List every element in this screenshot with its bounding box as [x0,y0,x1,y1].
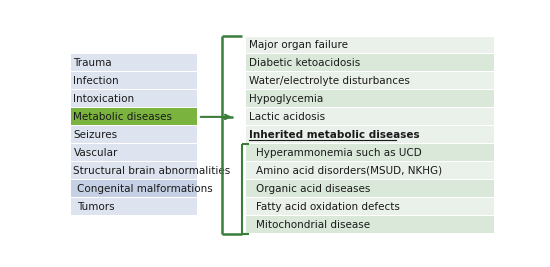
Bar [71,126,197,143]
Bar [246,180,494,197]
Bar [71,108,197,125]
Text: Congenital malformations: Congenital malformations [77,184,213,194]
Text: Inherited metabolic diseases: Inherited metabolic diseases [249,130,420,140]
Bar [71,198,197,215]
Bar [71,90,197,107]
Text: Major organ failure: Major organ failure [249,40,348,50]
Text: Intoxication: Intoxication [74,94,135,104]
Bar [246,126,494,143]
Bar [246,198,494,215]
Text: Lactic acidosis: Lactic acidosis [249,112,325,122]
Text: Seizures: Seizures [74,130,118,140]
Text: Tumors: Tumors [77,202,115,212]
Bar [246,162,494,179]
Bar [71,144,197,161]
Text: Amino acid disorders(MSUD, NKHG): Amino acid disorders(MSUD, NKHG) [256,166,442,176]
Bar [246,108,494,125]
Text: Hypoglycemia: Hypoglycemia [249,94,323,104]
Bar [246,37,494,53]
Text: Diabetic ketoacidosis: Diabetic ketoacidosis [249,58,360,68]
Text: Mitochondrial disease: Mitochondrial disease [256,219,371,230]
Bar [246,90,494,107]
Text: Vascular: Vascular [74,148,118,158]
Text: Organic acid diseases: Organic acid diseases [256,184,371,194]
Text: Water/electrolyte disturbances: Water/electrolyte disturbances [249,76,410,86]
Bar [246,144,494,161]
Text: Infection: Infection [74,76,119,86]
Text: Metabolic diseases: Metabolic diseases [74,112,173,122]
Bar [71,72,197,89]
Bar [246,216,494,233]
Bar [71,162,197,179]
Text: Hyperammonemia such as UCD: Hyperammonemia such as UCD [256,148,422,158]
Text: Structural brain abnormalities: Structural brain abnormalities [74,166,230,176]
Bar [71,180,197,197]
Text: Trauma: Trauma [74,58,112,68]
Text: Fatty acid oxidation defects: Fatty acid oxidation defects [256,202,400,212]
Bar [246,54,494,71]
Bar [246,72,494,89]
Bar [71,54,197,71]
